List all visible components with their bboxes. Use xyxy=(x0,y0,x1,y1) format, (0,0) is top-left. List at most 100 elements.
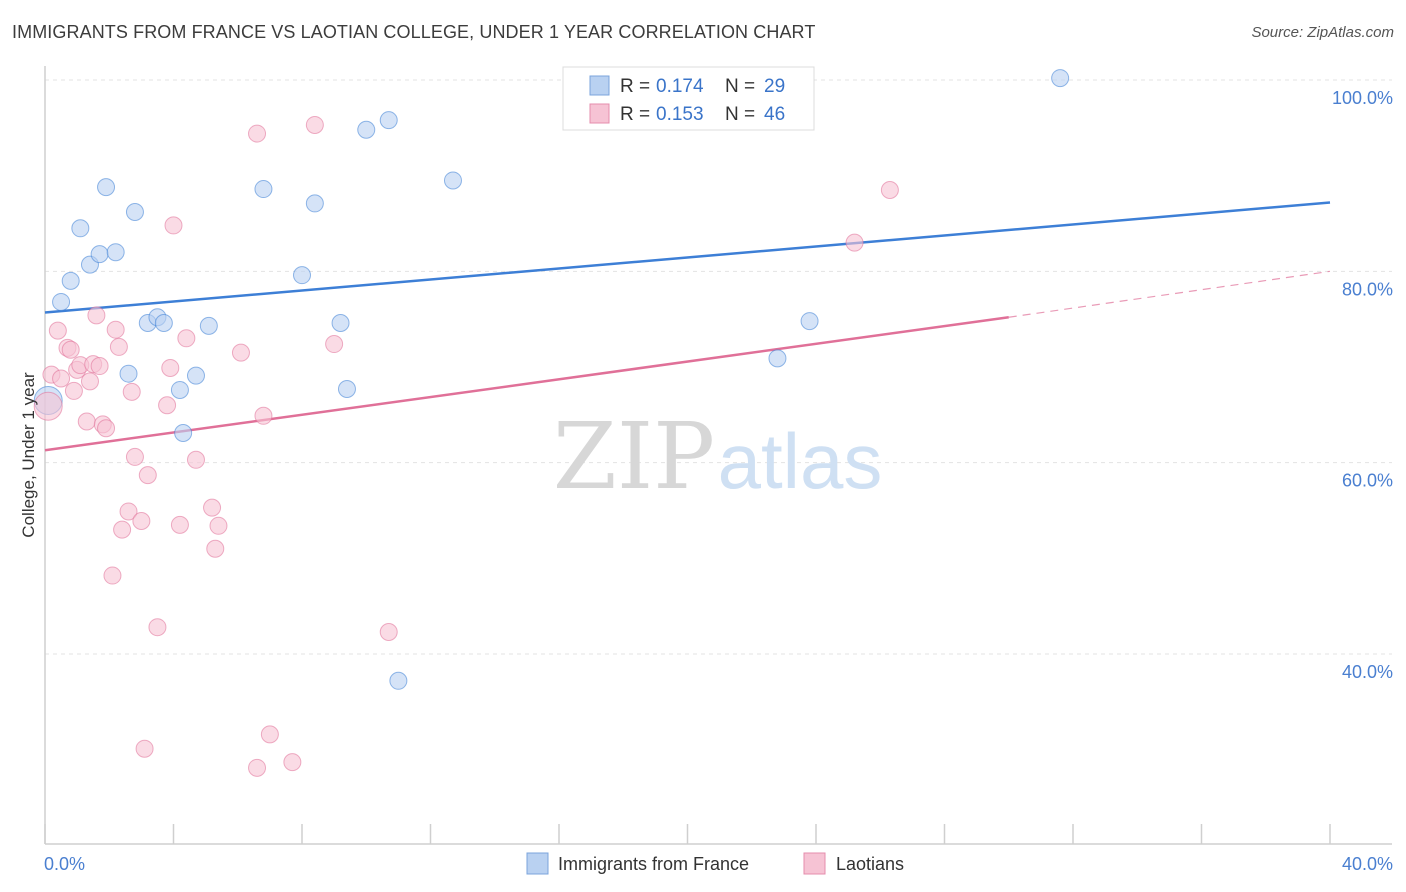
legend-n-label: N = xyxy=(725,76,755,97)
laotians-point xyxy=(61,340,80,359)
laotians-point xyxy=(203,498,222,517)
laotians-point xyxy=(80,372,99,391)
laotians-point xyxy=(90,357,109,376)
laotians-point xyxy=(103,566,122,585)
laotians-point xyxy=(132,512,151,531)
france-point xyxy=(1051,69,1070,88)
x-tick-label: 40.0% xyxy=(1342,854,1393,874)
france-trend-line xyxy=(44,201,1331,314)
france-point xyxy=(106,243,125,262)
laotians-point xyxy=(325,335,344,354)
laotians-point xyxy=(164,216,183,235)
france-point xyxy=(379,111,398,130)
laotians-point xyxy=(260,725,279,744)
laotians-trend-extension xyxy=(1008,270,1331,318)
y-tick-label: 40.0% xyxy=(1342,662,1393,682)
laotians-point xyxy=(33,391,63,421)
laotians-point xyxy=(209,516,228,535)
legend-swatch-blue xyxy=(526,852,549,875)
france-point xyxy=(389,671,408,690)
y-tick-labels: 100.0% 80.0% 60.0% 40.0% xyxy=(1332,88,1393,682)
laotians-point xyxy=(87,306,106,325)
legend-r-label: R = xyxy=(620,104,650,125)
laotians-point xyxy=(106,320,125,339)
legend-r-label: R = xyxy=(620,76,650,97)
axes xyxy=(44,66,1392,845)
legend-n-value: 29 xyxy=(764,76,785,97)
watermark-zip: ZIP xyxy=(553,403,715,510)
laotians-point xyxy=(231,343,250,362)
france-point xyxy=(443,171,462,190)
legend-swatch-blue xyxy=(589,75,610,96)
france-point xyxy=(170,380,189,399)
france-point xyxy=(337,380,356,399)
series-legend: Immigrants from France Laotians xyxy=(526,852,904,875)
x-tick-label: 0.0% xyxy=(44,854,85,874)
laotians-point xyxy=(138,466,157,485)
laotians-point xyxy=(125,447,144,466)
france-point xyxy=(331,313,350,332)
laotians-point xyxy=(248,758,267,777)
laotians-point xyxy=(158,396,177,415)
france-point xyxy=(119,364,138,383)
laotians-point xyxy=(161,358,180,377)
trend-lines xyxy=(44,201,1331,452)
legend-swatch-pink xyxy=(589,103,610,124)
france-point xyxy=(154,313,173,332)
laotians-point xyxy=(97,419,116,438)
laotians-point xyxy=(177,329,196,348)
source-label: Source: ZipAtlas.com xyxy=(1251,24,1394,41)
france-point xyxy=(800,312,819,331)
y-tick-label: 60.0% xyxy=(1342,471,1393,491)
legend-r-value: 0.174 xyxy=(656,76,704,97)
france-point xyxy=(174,424,193,443)
laotians-point xyxy=(248,124,267,143)
france-point xyxy=(768,349,787,368)
laotians-point xyxy=(379,622,398,641)
y-tick-label: 100.0% xyxy=(1332,88,1393,108)
france-point xyxy=(97,178,116,197)
france-point xyxy=(125,203,144,222)
laotians-point xyxy=(305,115,324,134)
laotians-point xyxy=(170,515,189,534)
france-point xyxy=(199,316,218,335)
laotians-point xyxy=(135,739,154,758)
laotians-point xyxy=(186,450,205,469)
laotians-point xyxy=(148,618,167,637)
laotians-point xyxy=(254,406,273,425)
chart-title: IMMIGRANTS FROM FRANCE VS LAOTIAN COLLEG… xyxy=(12,22,816,42)
legend-series-label: Immigrants from France xyxy=(558,854,749,874)
laotians-point xyxy=(52,369,71,388)
laotians-point xyxy=(109,337,128,356)
legend-r-value: 0.153 xyxy=(656,104,704,125)
y-axis-title: College, Under 1 year xyxy=(19,372,38,538)
france-point xyxy=(254,180,273,199)
france-point xyxy=(90,245,109,264)
laotians-point xyxy=(77,412,96,431)
stats-legend: R = 0.174 N = 29 R = 0.153 N = 46 xyxy=(562,66,815,131)
france-point xyxy=(61,271,80,290)
france-point xyxy=(305,194,324,213)
laotians-point xyxy=(283,753,302,772)
gridlines xyxy=(45,79,1392,655)
laotians-point xyxy=(880,181,899,200)
france-point xyxy=(186,366,205,385)
legend-series-label: Laotians xyxy=(836,854,904,874)
laotians-point xyxy=(48,321,67,340)
france-point xyxy=(357,120,376,139)
data-points xyxy=(33,69,1070,777)
laotians-point xyxy=(206,539,225,558)
laotians-point xyxy=(845,233,864,252)
laotians-trend-line xyxy=(44,316,1009,452)
watermark: ZIP atlas xyxy=(553,403,882,510)
x-tick-labels: 0.0% 40.0% xyxy=(44,854,1393,874)
laotians-point xyxy=(64,381,83,400)
laotians-point xyxy=(122,382,141,401)
laotians-point xyxy=(119,502,138,521)
legend-n-label: N = xyxy=(725,104,755,125)
legend-swatch-pink xyxy=(803,852,826,875)
france-point xyxy=(52,292,71,311)
legend-n-value: 46 xyxy=(764,104,785,125)
watermark-atlas: atlas xyxy=(718,417,883,505)
